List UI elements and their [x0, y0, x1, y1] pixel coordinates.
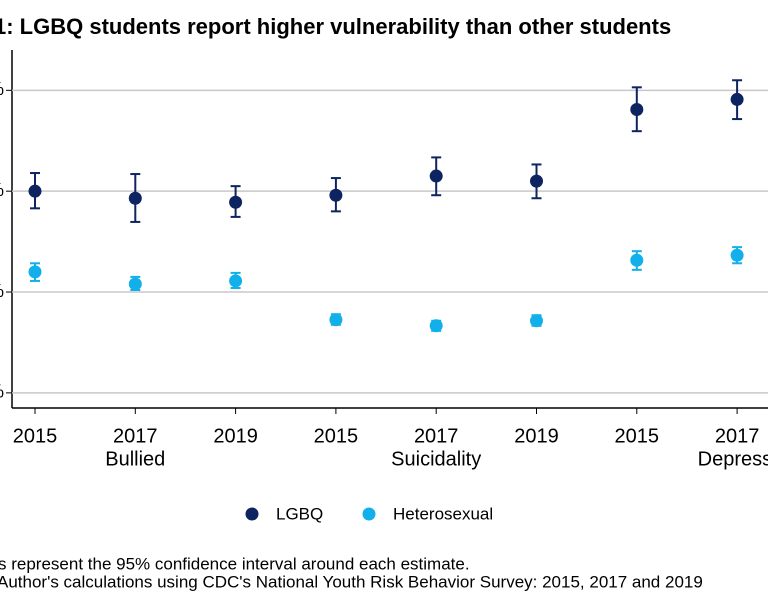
point — [28, 265, 42, 279]
y-tick-label: % — [0, 281, 4, 301]
x-tick-label: 2015 — [314, 425, 359, 447]
x-tick-label: 2019 — [213, 425, 258, 447]
x-tick-label: 2017 — [414, 425, 459, 447]
x-tick-label: 2015 — [615, 425, 660, 447]
group-label: Suicidality — [391, 448, 481, 470]
point — [530, 174, 543, 188]
y-tick-label: % — [0, 180, 4, 200]
point — [128, 191, 142, 205]
x-tick-label: 2017 — [715, 425, 760, 447]
point — [730, 92, 744, 106]
legend-marker — [245, 507, 259, 521]
legend-marker — [362, 507, 376, 521]
point — [630, 102, 644, 116]
legend-label: LGBQ — [276, 504, 323, 523]
y-tick-label: % — [0, 79, 4, 99]
point — [429, 319, 443, 333]
footnote: Author's calculations using CDC's Nation… — [0, 572, 703, 591]
point — [429, 169, 443, 183]
x-tick-label: 2019 — [514, 425, 559, 447]
point — [329, 313, 343, 327]
x-tick-label: 2015 — [13, 425, 58, 447]
group-label: Bullied — [105, 448, 165, 470]
legend-label: Heterosexual — [393, 504, 493, 523]
point — [229, 274, 243, 288]
footnote: s represent the 95% confidence interval … — [0, 554, 470, 573]
point — [730, 248, 744, 262]
point — [128, 277, 142, 291]
point — [229, 195, 243, 209]
x-tick-label: 2017 — [113, 425, 158, 447]
point — [28, 184, 42, 198]
group-label: Depressi — [698, 448, 768, 470]
point — [329, 188, 343, 202]
chart-title: 1: LGBQ students report higher vulnerabi… — [0, 14, 671, 39]
y-tick-label: % — [0, 382, 4, 402]
point — [630, 253, 644, 267]
point — [530, 314, 543, 328]
